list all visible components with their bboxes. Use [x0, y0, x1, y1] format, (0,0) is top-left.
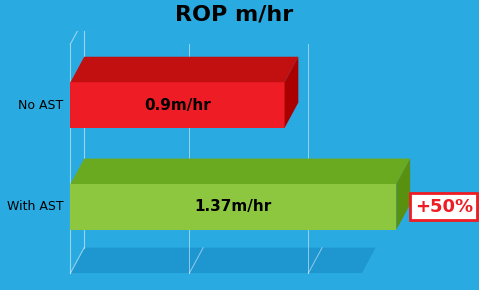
Polygon shape [70, 248, 376, 273]
Polygon shape [396, 159, 410, 230]
Text: 1.37m/hr: 1.37m/hr [195, 200, 272, 214]
Polygon shape [70, 57, 298, 82]
Text: 0.9m/hr: 0.9m/hr [144, 98, 211, 113]
Text: +50%: +50% [415, 198, 473, 216]
Polygon shape [70, 159, 410, 184]
Polygon shape [285, 57, 298, 128]
Polygon shape [70, 82, 285, 128]
Text: With AST: With AST [7, 200, 64, 213]
Text: No AST: No AST [18, 99, 64, 112]
Polygon shape [70, 184, 396, 230]
Title: ROP m/hr: ROP m/hr [175, 4, 294, 24]
